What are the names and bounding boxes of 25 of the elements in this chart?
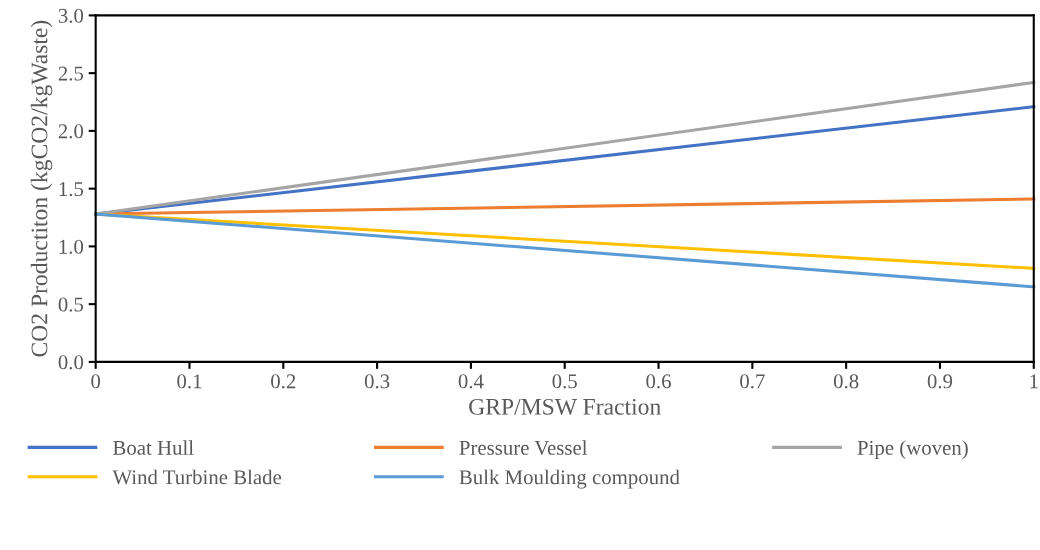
- x-axis-title: GRP/MSW Fraction: [469, 398, 661, 415]
- x-tick-label: 0.8: [833, 374, 859, 389]
- x-tick-label: 0.9: [927, 374, 953, 389]
- x-tick-label: 1: [1030, 374, 1038, 389]
- x-tick-label: 0.3: [364, 374, 390, 389]
- y-tick-label: 3.0: [58, 8, 84, 23]
- x-tick-label: 0.5: [552, 374, 577, 389]
- y-tick-label: 2.0: [58, 124, 84, 139]
- y-tick-label: 1.0: [59, 239, 84, 254]
- legend-label: Pressure Vessel: [459, 440, 588, 455]
- x-tick-label: 0.4: [458, 374, 484, 389]
- x-tick-label: 0.1: [177, 374, 202, 389]
- y-tick-label: 2.5: [58, 66, 84, 81]
- x-tick-label: 0.6: [646, 374, 671, 389]
- legend-label: Bulk Moulding compound: [459, 469, 680, 489]
- y-axis-title: CO2 Productiton (kgCO2/kgWaste): [30, 20, 53, 357]
- legend-label: Boat Hull: [113, 440, 194, 455]
- y-tick-label: 0.5: [58, 297, 84, 312]
- y-tick-label: 1.5: [59, 182, 84, 197]
- legend-label: Pipe (woven): [857, 440, 968, 460]
- x-tick-label: 0: [91, 374, 101, 389]
- legend-label: Wind Turbine Blade: [112, 469, 282, 485]
- x-tick-label: 0.2: [271, 374, 296, 389]
- x-tick-label: 0.7: [740, 374, 765, 389]
- y-tick-label: 0.0: [58, 355, 84, 370]
